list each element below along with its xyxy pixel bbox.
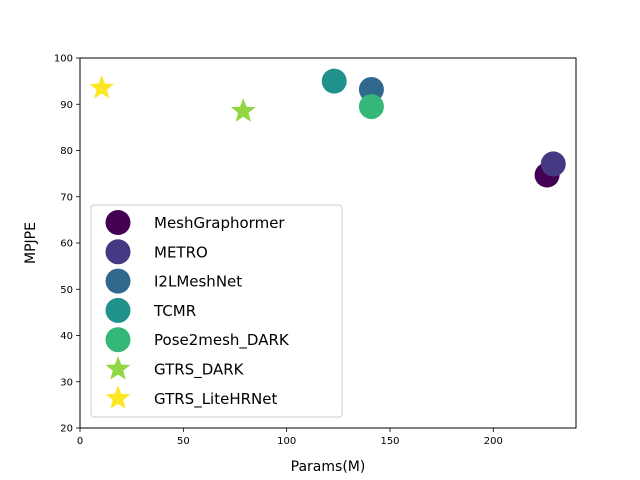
x-tick-label: 200 bbox=[484, 436, 503, 447]
point-pose2mesh-dark bbox=[358, 94, 384, 120]
x-axis-title: Params(M) bbox=[291, 459, 366, 475]
legend-marker-tcmr bbox=[105, 297, 131, 323]
point-tcmr bbox=[321, 68, 347, 94]
point-i2lmeshnet bbox=[358, 76, 384, 102]
point-metro bbox=[540, 151, 566, 177]
legend-box bbox=[90, 204, 343, 418]
x-axis: 0 50 100 150 200 bbox=[77, 428, 503, 447]
x-tick-label: 100 bbox=[277, 436, 296, 447]
legend-label-pose2mesh-dark: Pose2mesh_DARK bbox=[154, 331, 290, 350]
y-axis-title: MPJPE bbox=[23, 222, 39, 264]
y-tick-label: 100 bbox=[54, 54, 73, 65]
y-tick-label: 70 bbox=[60, 192, 73, 203]
plot-frame bbox=[79, 57, 577, 429]
point-gtrs-litehrnet bbox=[89, 75, 115, 99]
y-axis: 20 30 40 50 60 70 80 90 100 bbox=[54, 54, 80, 435]
legend-marker-gtrs-dark bbox=[105, 356, 131, 380]
legend-label-i2lmeshnet: I2LMeshNet bbox=[154, 273, 242, 291]
data-marks bbox=[89, 68, 566, 188]
x-tick-label: 0 bbox=[77, 436, 83, 447]
legend: MeshGraphormer METRO I2LMeshNet TCMR Pose2me… bbox=[90, 204, 343, 418]
point-gtrs-dark bbox=[230, 98, 256, 122]
legend-marker-metro bbox=[105, 239, 131, 265]
legend-marker-gtrs-litehrnet bbox=[105, 385, 131, 409]
legend-label-gtrs-litehrnet: GTRS_LiteHRNet bbox=[154, 390, 277, 409]
y-tick-label: 40 bbox=[60, 331, 73, 342]
y-tick-label: 20 bbox=[60, 424, 73, 435]
legend-label-metro: METRO bbox=[154, 243, 208, 261]
legend-marker-pose2mesh-dark bbox=[105, 327, 131, 353]
legend-label-gtrs-dark: GTRS_DARK bbox=[154, 361, 245, 380]
legend-marker-meshgraphormer bbox=[105, 210, 131, 235]
legend-label-meshgraphormer: MeshGraphormer bbox=[154, 214, 285, 232]
x-tick-label: 150 bbox=[380, 436, 399, 447]
y-tick-label: 30 bbox=[60, 377, 73, 388]
legend-marker-i2lmeshnet bbox=[105, 268, 131, 294]
y-tick-label: 60 bbox=[60, 239, 73, 250]
y-tick-label: 80 bbox=[60, 146, 73, 157]
y-tick-label: 90 bbox=[60, 100, 73, 111]
x-tick-label: 50 bbox=[177, 436, 190, 447]
legend-label-tcmr: TCMR bbox=[153, 302, 196, 320]
y-tick-label: 50 bbox=[60, 285, 73, 296]
